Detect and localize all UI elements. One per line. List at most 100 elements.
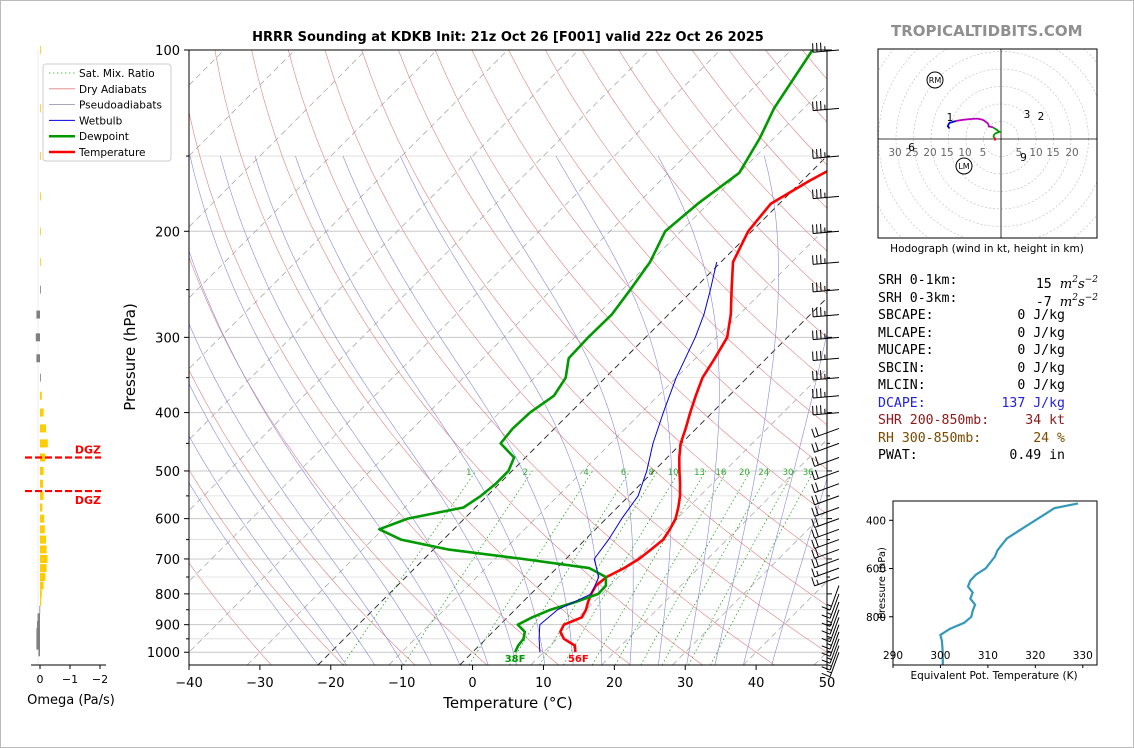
mixing-ratio-label: 1 <box>466 468 471 478</box>
wind-barb-flag <box>811 507 816 517</box>
mixing-ratio-line <box>562 470 680 665</box>
stat-label: RH 300-850mb: <box>878 430 982 446</box>
omega-bar <box>40 581 44 590</box>
y-tick-label: 200 <box>155 225 180 240</box>
dry-adiabat <box>189 256 488 665</box>
wind-barb-flag <box>812 370 814 380</box>
hodo-ring-label: 20 <box>1065 147 1078 159</box>
hodo-height-label: 1 <box>947 112 954 124</box>
dewpoint-profile <box>378 50 814 653</box>
y-tick-label: 500 <box>155 465 180 480</box>
hodo-ring-label: 25 <box>905 147 918 159</box>
wind-barb-flag <box>812 149 814 159</box>
stat-value: 0 J/kg <box>1017 308 1065 323</box>
wind-barb <box>829 638 840 664</box>
isotherm <box>189 50 721 582</box>
surface-dewpoint-label: 38F <box>505 654 526 665</box>
omega-bar <box>36 354 40 363</box>
legend-entry: Dewpoint <box>79 131 129 143</box>
wind-barb-flag <box>812 388 814 398</box>
omega-bar <box>40 227 41 236</box>
theta-e-ytick-label: 400 <box>866 515 886 527</box>
pseudoadiabat <box>189 482 319 665</box>
omega-bar <box>39 605 41 614</box>
hodo-trace <box>993 137 996 141</box>
stat-row: SHR 200-850mb: 34 kt <box>878 412 1098 430</box>
stat-label: SRH 0-1km: <box>878 273 958 288</box>
wind-barb-flag <box>816 282 818 292</box>
omega-bar <box>40 192 41 201</box>
pseudoadiabat <box>254 155 517 665</box>
wind-barb-half <box>826 603 832 607</box>
wind-barb-half <box>826 657 832 660</box>
pseudoadiabat <box>743 331 827 665</box>
hodo-ring-label: 30 <box>888 147 901 159</box>
omega-bar <box>40 554 48 563</box>
theta-e-tick-label: 330 <box>1073 650 1093 662</box>
stat-label: SBCIN: <box>878 360 926 376</box>
pseudoadiabat <box>220 155 489 665</box>
stat-row: MLCAPE: 0 J/kg <box>878 325 1098 343</box>
wind-barb-flag <box>811 428 816 438</box>
omega-bar <box>40 104 41 113</box>
storm-motion-label: LM <box>958 162 969 171</box>
omega-tick-label: −2 <box>92 673 108 686</box>
hodo-ring-label: 5 <box>980 147 987 159</box>
hodo-frame <box>877 48 1098 239</box>
mixing-ratio-line <box>640 470 751 665</box>
hodo-ring-label: 10 <box>958 147 971 159</box>
x-tick-label: −40 <box>175 676 202 691</box>
stat-row: MLCIN: 0 J/kg <box>878 377 1098 395</box>
omega-bar <box>40 373 41 382</box>
pseudoadiabat <box>189 155 461 665</box>
wetbulb-profile <box>538 261 718 653</box>
x-tick-label: 50 <box>819 676 836 691</box>
wind-barb <box>829 645 840 671</box>
wind-barb-flag <box>811 457 816 467</box>
wind-barb-flag <box>811 483 816 493</box>
omega-bar <box>40 545 47 554</box>
y-tick-label: 300 <box>155 331 180 346</box>
wind-barb-flag <box>820 100 822 110</box>
wind-barb-flag <box>816 405 818 415</box>
stat-label: PWAT: <box>878 448 918 463</box>
stat-label: SRH 0-3km: <box>878 290 958 306</box>
wind-barb-flag <box>811 471 816 480</box>
wind-barb-flag <box>812 282 814 292</box>
legend-entry: Dry Adiabats <box>79 84 147 96</box>
wind-barb-half <box>826 643 832 646</box>
surface-temperature-label: 56F <box>568 654 589 665</box>
stat-row: SBCAPE: 0 J/kg <box>878 307 1098 325</box>
wind-barb-flag <box>815 528 819 537</box>
wind-barb-flag <box>815 548 819 558</box>
wind-barb-flag <box>816 42 818 52</box>
wind-barb-flag <box>816 330 818 340</box>
omega-bar <box>40 503 43 512</box>
hodo-ring-label: 20 <box>923 147 936 159</box>
wind-barb-half <box>826 650 832 653</box>
hodo-caption: Hodograph (wind in kt, height in km) <box>890 243 1084 255</box>
hodo-trace <box>992 126 1003 139</box>
stats-panel: SRH 0-1km: 15 m2s−2 SRH 0-3km: -7 m2s−2 SBCA… <box>878 272 1098 465</box>
wind-barb-flag <box>820 188 822 198</box>
stat-row: PWAT: 0.49 in <box>878 447 1098 465</box>
wind-barb-flag <box>811 496 816 505</box>
theta-e-ytick-label: 600 <box>866 564 886 576</box>
stat-value: 24 % <box>1033 430 1065 446</box>
x-axis-label: Temperature (°C) <box>442 694 572 712</box>
isotherm <box>189 50 579 441</box>
wind-barb <box>829 652 840 677</box>
legend-entry: Wetbulb <box>79 115 123 127</box>
omega-bar <box>40 525 45 534</box>
dry-adiabat <box>545 50 827 382</box>
theta-e-tick-label: 290 <box>883 650 903 662</box>
mixing-ratio-label: 13 <box>694 468 705 478</box>
omega-bar <box>40 152 41 161</box>
dry-adiabat <box>361 50 827 606</box>
theta-e-ylabel: Pressure (hPa) <box>877 547 888 619</box>
isotherm <box>317 155 827 665</box>
omega-bar <box>36 634 40 643</box>
wind-barb-half <box>826 628 832 631</box>
stat-label: DCAPE: <box>878 395 926 411</box>
